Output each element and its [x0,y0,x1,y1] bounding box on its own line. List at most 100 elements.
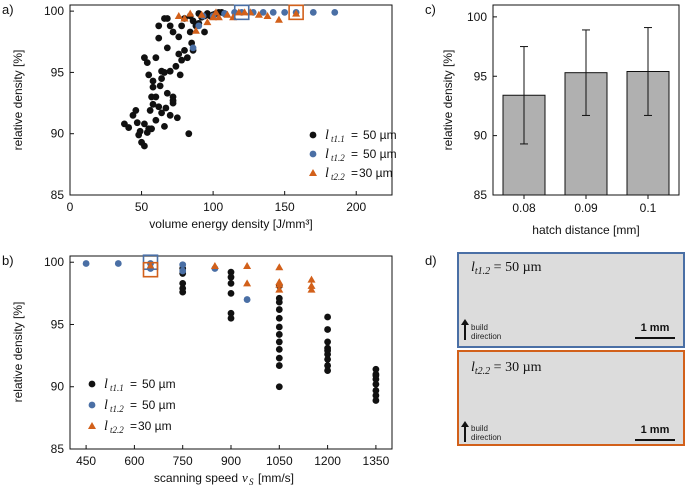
data-point-lt1-1 [163,15,171,22]
micrograph-lt22: lt2.2 = 30 µm build direction 1 mm [457,350,685,446]
data-point-lt2-2 [197,10,206,18]
data-point-lt2-2 [275,263,284,271]
data-point-lt1-1 [227,268,235,276]
data-point-lt1-1 [155,34,163,42]
x-tick-label: 0 [67,200,74,214]
legend-sub: t2.2 [110,425,124,435]
data-point-lt1-2 [114,260,122,267]
legend-sub: t1.2 [331,153,345,163]
legend-sub: t2.2 [331,172,345,182]
legend-marker-lt2-2 [309,169,317,176]
data-point-lt1-1 [183,54,191,62]
data-point-lt1-1 [275,306,283,313]
build-direction-arrow-icon [461,319,469,340]
data-point-lt1-1 [185,130,193,138]
x-tick-label: 750 [173,454,193,468]
data-point-lt1-2 [331,8,339,16]
data-point-lt2-2 [275,280,284,288]
data-point-lt1-1 [178,22,186,30]
data-point-lt1-1 [155,103,163,111]
legend-marker-lt1-2 [88,401,96,409]
legend-value: 50 µm [363,147,397,161]
data-point-lt2-2 [210,261,219,269]
data-point-lt1-1 [161,122,168,130]
data-point-lt1-1 [152,116,160,124]
legend-eq: = [130,377,137,391]
data-point-lt1-1 [145,71,153,79]
legend-var: l [104,377,108,392]
y-tick-label: 85 [51,442,65,456]
legend-var: l [325,128,329,143]
data-point-lt1-1 [324,355,331,363]
data-point-lt2-2 [275,285,284,293]
y-tick-label: 95 [51,65,65,79]
data-point-lt2-2 [307,285,316,293]
y-tick-label: 100 [44,4,64,18]
data-point-lt1-1 [324,313,331,321]
data-point-lt1-1 [162,104,170,112]
data-point-lt1-2 [269,8,277,16]
data-point-lt1-1 [178,56,186,64]
legend-sub: t1.2 [110,404,124,414]
data-point-lt1-2 [82,260,90,267]
data-point-lt1-1 [324,362,331,369]
data-point-lt1-1 [176,71,184,79]
scale-bar [635,337,675,339]
legend-var: l [104,419,108,434]
data-point-lt1-1 [324,367,331,374]
data-point-lt1-1 [227,309,235,317]
data-point-lt1-2 [309,8,317,16]
data-point-lt1-1 [275,354,283,362]
build-direction-label: build direction [471,323,502,341]
panel-a-legend: l t1.1 = 50 µml t1.2 = 50 µml t2.2 = 30 µm [309,128,397,182]
legend-var: l [325,147,329,162]
y-tick-label: 90 [51,380,65,394]
panel-b-ylabel: relative density [%] [11,302,25,403]
legend-value: 50 µm [142,398,176,412]
legend-value: 30 µm [359,166,393,180]
panel-b-xlabel-var: v [242,470,248,485]
x-tick-label: 0.09 [574,201,598,215]
legend-value: 50 µm [142,377,176,391]
legend-value: 50 µm [363,128,397,142]
data-point-lt1-1 [155,22,163,30]
data-point-lt2-2 [234,8,243,16]
data-point-lt1-1 [158,75,165,82]
x-tick-label: 150 [275,200,295,214]
build-direction-arrow-icon [461,421,469,442]
data-point-lt1-1 [275,338,283,346]
data-point-lt1-1 [143,59,151,67]
data-point-lt1-1 [275,345,283,353]
data-point-lt2-2 [209,13,218,21]
data-point-lt2-2 [307,275,316,283]
highlight-box [233,4,250,21]
x-tick-label: 0.1 [640,201,657,215]
data-point-lt1-1 [372,365,380,373]
data-point-lt1-1 [173,114,181,122]
data-point-lt1-1 [324,326,331,333]
legend-eq: = [130,398,137,412]
data-point-lt2-2 [146,261,155,269]
x-tick-label: 900 [221,454,241,468]
data-point-lt2-2 [274,15,283,23]
data-point-lt1-1 [372,372,380,379]
legend-sub: t1.1 [110,383,124,393]
data-point-lt2-2 [223,10,232,18]
highlight-box [288,4,304,21]
data-point-lt1-2 [259,8,267,16]
data-point-lt1-1 [136,127,144,135]
x-tick-label: 450 [76,454,96,468]
data-point-lt1-1 [189,17,197,25]
x-tick-label: 100 [203,200,223,214]
x-tick-label: 600 [124,454,144,468]
legend-eq: = [351,166,358,180]
data-point-lt2-2 [243,279,252,287]
legend-eq: = [351,147,358,161]
data-point-lt1-1 [169,97,177,105]
data-point-lt1-1 [179,284,187,292]
data-point-lt1-1 [275,362,283,369]
data-point-lt2-2 [243,261,252,269]
legend-eq: = [130,419,137,433]
data-point-lt1-1 [166,67,174,75]
